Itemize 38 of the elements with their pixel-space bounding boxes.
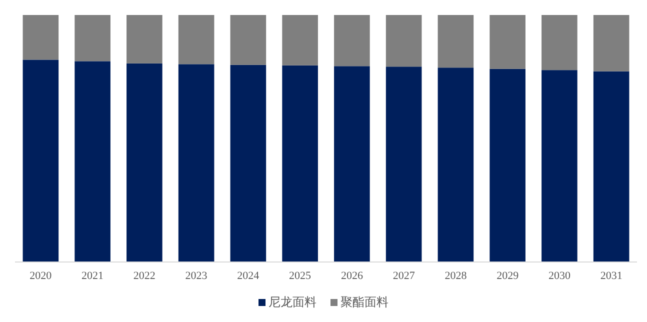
bar bbox=[593, 71, 630, 262]
legend-label: 聚酯面料 bbox=[340, 295, 388, 309]
bar bbox=[74, 15, 110, 62]
bar bbox=[126, 15, 162, 64]
x-tick-label: 2029 bbox=[496, 270, 520, 282]
x-tick-label: 2025 bbox=[289, 270, 312, 282]
bar bbox=[490, 68, 526, 262]
bar bbox=[438, 15, 474, 68]
x-tick-label: 2030 bbox=[548, 270, 571, 282]
bar bbox=[334, 15, 370, 66]
bar bbox=[386, 66, 422, 262]
x-tick-label: 2026 bbox=[340, 270, 364, 282]
x-tick-label: 2022 bbox=[133, 270, 156, 282]
bar bbox=[230, 15, 266, 65]
bar bbox=[490, 15, 526, 69]
bar bbox=[22, 15, 59, 60]
x-tick-label: 2020 bbox=[30, 270, 52, 282]
bar bbox=[438, 68, 474, 262]
bar bbox=[282, 15, 318, 66]
bar bbox=[282, 65, 318, 262]
x-tick-label: 2024 bbox=[237, 270, 260, 282]
x-tick-label: 2028 bbox=[444, 270, 468, 282]
bar bbox=[542, 70, 578, 262]
bar bbox=[593, 15, 630, 72]
bar bbox=[74, 61, 110, 262]
bar bbox=[126, 63, 162, 262]
bar bbox=[22, 60, 59, 262]
legend-label: 尼龙面料 bbox=[268, 295, 316, 309]
x-tick-label: 2031 bbox=[600, 270, 622, 282]
bar bbox=[230, 64, 266, 262]
bar bbox=[178, 15, 214, 64]
bar bbox=[386, 15, 422, 67]
x-tick-label: 2021 bbox=[82, 270, 104, 282]
bar bbox=[334, 66, 370, 262]
x-tick-label: 2023 bbox=[185, 270, 208, 282]
bar bbox=[178, 64, 214, 262]
bar bbox=[542, 15, 578, 70]
x-tick-label: 2027 bbox=[392, 270, 416, 282]
